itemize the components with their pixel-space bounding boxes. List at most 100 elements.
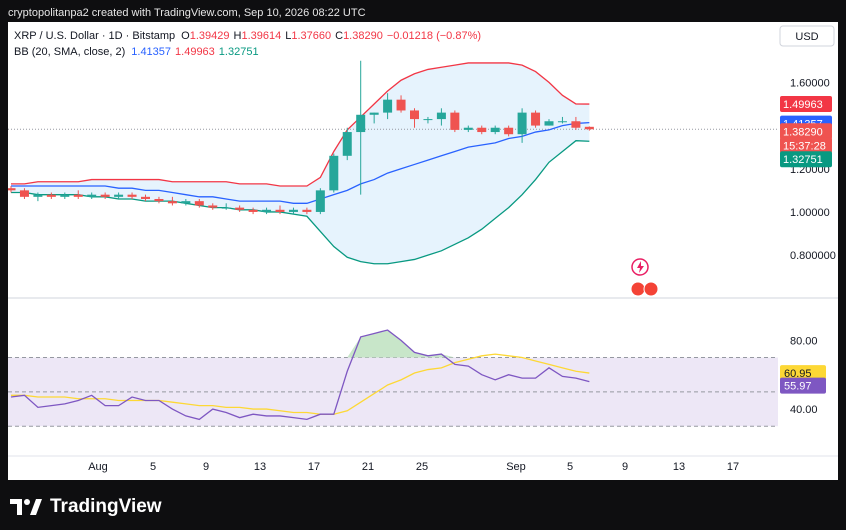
legend-bb-lower: 1.32751 [219,46,259,58]
candle[interactable] [302,207,312,215]
legend-h-label: H [234,30,242,42]
candle-body [517,112,527,135]
candle[interactable] [141,194,150,202]
rsi-tick: 40.00 [790,404,818,416]
candle[interactable] [490,125,500,135]
candle[interactable] [369,112,379,124]
candle[interactable] [167,196,177,206]
close-price-label-text: 1.38290 [783,126,823,138]
countdown-label: 15:37:28 [780,137,832,154]
candle[interactable] [60,192,70,199]
rsi-overbought-fill [347,330,455,358]
candle-body [73,194,83,197]
candle[interactable] [114,192,124,199]
candle-body [302,209,312,212]
rsi-price-label-bg [780,377,826,394]
candle[interactable] [423,116,433,124]
candle[interactable] [181,198,191,206]
flag-icon-us-2 [643,281,659,297]
candle[interactable] [557,116,567,124]
candle[interactable] [531,110,541,128]
candle[interactable] [275,205,285,215]
candle[interactable] [208,203,218,210]
candle[interactable] [504,125,514,137]
candle-body [19,190,29,197]
candle[interactable] [396,95,406,113]
candle[interactable] [315,188,325,215]
price-tick: 0.800000 [790,250,836,262]
candle-body [60,194,70,197]
candle-body [6,188,16,191]
legend-bb: BB (20, SMA, close, 2) 1.41357 1.49963 1.32… [14,46,259,58]
candle[interactable] [329,153,339,193]
candle[interactable] [221,203,231,210]
flag-icon-us [630,281,646,297]
rsi-ma-price-label-text: 60.95 [784,368,812,380]
candle[interactable] [33,192,43,202]
candle-body [275,209,285,212]
x-tick: 5 [567,461,573,473]
candle[interactable] [410,108,419,128]
candle-body [262,209,272,212]
candle-body [544,121,554,126]
candle-body [383,99,393,113]
candle[interactable] [584,126,594,131]
candle-body [33,194,43,197]
candle-body [235,207,245,210]
candle[interactable] [235,205,245,212]
candle-body [410,110,419,120]
candle[interactable] [571,116,581,130]
x-tick: 21 [362,461,374,473]
chart-svg[interactable]: XRP / U.S. Dollar · 1D · Bitstamp O1.3942… [6,22,838,480]
candle-body [248,209,258,212]
candle[interactable] [342,127,352,161]
candle[interactable] [73,190,83,199]
candle[interactable] [262,207,272,215]
candle[interactable] [194,198,204,208]
currency-button[interactable]: USD [779,25,835,47]
candle[interactable] [383,93,393,120]
candle-body [87,194,97,197]
candle[interactable] [463,125,473,133]
chart-panel: XRP / U.S. Dollar · 1D · Bitstamp O1.3942… [6,22,838,480]
bb-upper-line [11,62,590,187]
lightning-bolt [637,261,644,273]
candle[interactable] [288,207,298,215]
x-tick: 25 [416,461,428,473]
candle[interactable] [87,192,97,199]
candle-body [557,121,567,123]
candle[interactable] [46,192,56,199]
candle[interactable] [450,110,460,133]
candle[interactable] [356,60,366,195]
rsi-tick: 80.00 [790,335,818,347]
candle-body [436,112,446,120]
legend-c-label: C [335,30,343,42]
events-icon[interactable] [630,258,659,297]
x-tick: 9 [622,461,628,473]
x-tick: 13 [254,461,266,473]
candle-body [584,126,594,130]
attribution-header: cryptopolitanpa2 created with TradingVie… [8,7,366,19]
candle[interactable] [100,192,110,199]
rsi-ma-price-label: 60.95 [780,365,826,382]
rsi-ma-price-label-bg [780,365,826,382]
legend-close: 1.38290 [343,30,383,42]
candle[interactable] [544,119,554,126]
candle-body [477,127,487,133]
candle[interactable] [154,196,164,204]
candle[interactable] [6,186,16,193]
candle[interactable] [477,125,487,135]
candle[interactable] [127,192,137,199]
rsi-price-label-text: 55.97 [784,381,812,393]
candle-body [396,99,406,111]
rsi-line [10,329,590,421]
candle[interactable] [436,108,446,126]
x-tick: 17 [308,461,320,473]
x-tick: 9 [203,461,209,473]
candle[interactable] [19,188,29,199]
upper-price-label-bg [780,96,832,113]
candle[interactable] [248,207,258,215]
candle[interactable] [517,108,527,143]
lower-price-label-bg [780,151,832,168]
candle-body [356,114,366,133]
